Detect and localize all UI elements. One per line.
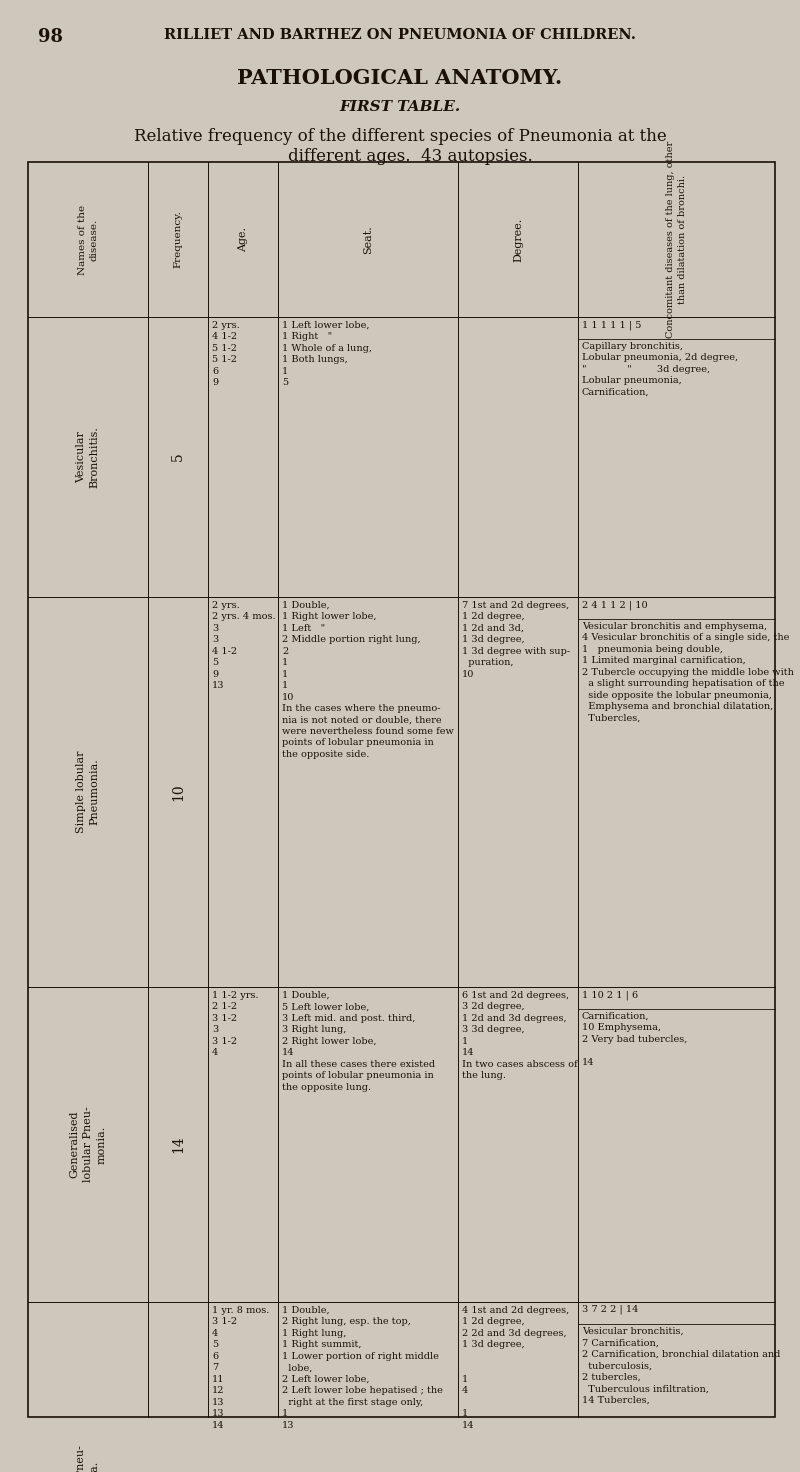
Text: Concomitant diseases of the lung, other
than dilatation of bronchi.: Concomitant diseases of the lung, other … [666, 141, 686, 339]
Text: 10: 10 [171, 783, 185, 801]
Text: 1 yr. 8 mos.
3 1-2
4
5
6
7
11
12
13
13
14: 1 yr. 8 mos. 3 1-2 4 5 6 7 11 12 13 13 1… [212, 1306, 270, 1429]
Text: 1 Double,
1 Right lower lobe,
1 Left   "
2 Middle portion right lung,
2
1
1
1
10: 1 Double, 1 Right lower lobe, 1 Left " 2… [282, 601, 454, 760]
Text: Capillary bronchitis,
Lobular pneumonia, 2d degree,
"             "        3d de: Capillary bronchitis, Lobular pneumonia,… [582, 342, 738, 397]
Text: 2 yrs.
4 1-2
5 1-2
5 1-2
6
9: 2 yrs. 4 1-2 5 1-2 5 1-2 6 9 [212, 321, 240, 387]
Text: Generalised
lobular Pneu-
monia.: Generalised lobular Pneu- monia. [70, 1107, 106, 1182]
Text: FIRST TABLE.: FIRST TABLE. [339, 100, 461, 113]
Text: 1 Left lower lobe,
1 Right   "
1 Whole of a lung,
1 Both lungs,
1
5: 1 Left lower lobe, 1 Right " 1 Whole of … [282, 321, 372, 387]
Text: 2 4 1 1 2 | 10: 2 4 1 1 2 | 10 [582, 601, 648, 609]
Text: Lobar Pneu-
monia.: Lobar Pneu- monia. [77, 1446, 99, 1472]
Text: 4 1st and 2d degrees,
1 2d degree,
2 2d and 3d degrees,
1 3d degree,


1
4

1
14: 4 1st and 2d degrees, 1 2d degree, 2 2d … [462, 1306, 570, 1429]
Text: 2 yrs.
2 yrs. 4 mos.
3
3
4 1-2
5
9
13: 2 yrs. 2 yrs. 4 mos. 3 3 4 1-2 5 9 13 [212, 601, 276, 690]
Text: Seat.: Seat. [363, 225, 373, 253]
Text: Carnification,
10 Emphysema,
2 Very bad tubercles,

14: Carnification, 10 Emphysema, 2 Very bad … [582, 1013, 687, 1067]
Text: Names of the
disease.: Names of the disease. [78, 205, 98, 275]
Text: Relative frequency of the different species of Pneumonia at the: Relative frequency of the different spec… [134, 128, 666, 146]
Text: Degree.: Degree. [513, 218, 523, 262]
Text: Age.: Age. [238, 227, 248, 252]
Text: Vesicular bronchitis,
7 Carnification,
2 Carnification, bronchial dilatation and: Vesicular bronchitis, 7 Carnification, 2… [582, 1326, 780, 1404]
Bar [28, 162, 775, 1418]
Text: 1 1 1 1 1 | 5: 1 1 1 1 1 | 5 [582, 319, 642, 330]
Text: 6 1st and 2d degrees,
3 2d degree,
1 2d and 3d degrees,
3 3d degree,
1
14
In two: 6 1st and 2d degrees, 3 2d degree, 1 2d … [462, 991, 578, 1080]
Text: PATHOLOGICAL ANATOMY.: PATHOLOGICAL ANATOMY. [238, 68, 562, 88]
Text: different ages.  43 autopsies.: different ages. 43 autopsies. [288, 149, 532, 165]
Text: Simple lobular
Pneumonia.: Simple lobular Pneumonia. [77, 751, 99, 833]
Text: Frequency.: Frequency. [174, 210, 182, 268]
Text: Vesicular
Bronchitis.: Vesicular Bronchitis. [77, 425, 99, 487]
Text: 3 7 2 2 | 14: 3 7 2 2 | 14 [582, 1306, 638, 1314]
Text: 14: 14 [171, 1135, 185, 1154]
Text: 5: 5 [171, 452, 185, 461]
Text: 1 Double,
5 Left lower lobe,
3 Left mid. and post. third,
3 Right lung,
2 Right : 1 Double, 5 Left lower lobe, 3 Left mid.… [282, 991, 435, 1092]
Text: Vesicular bronchitis and emphysema,
4 Vesicular bronchitis of a single side, the: Vesicular bronchitis and emphysema, 4 Ve… [582, 623, 794, 723]
Text: 1 10 2 1 | 6: 1 10 2 1 | 6 [582, 991, 638, 999]
Text: 7 1st and 2d degrees,
1 2d degree,
1 2d and 3d,
1 3d degree,
1 3d degree with su: 7 1st and 2d degrees, 1 2d degree, 1 2d … [462, 601, 570, 679]
Text: 98: 98 [38, 28, 63, 46]
Text: 1 1-2 yrs.
2 1-2
3 1-2
3
3 1-2
4: 1 1-2 yrs. 2 1-2 3 1-2 3 3 1-2 4 [212, 991, 258, 1057]
Text: RILLIET AND BARTHEZ ON PNEUMONIA OF CHILDREN.: RILLIET AND BARTHEZ ON PNEUMONIA OF CHIL… [164, 28, 636, 43]
Text: 1 Double,
2 Right lung, esp. the top,
1 Right lung,
1 Right summit,
1 Lower port: 1 Double, 2 Right lung, esp. the top, 1 … [282, 1306, 443, 1429]
